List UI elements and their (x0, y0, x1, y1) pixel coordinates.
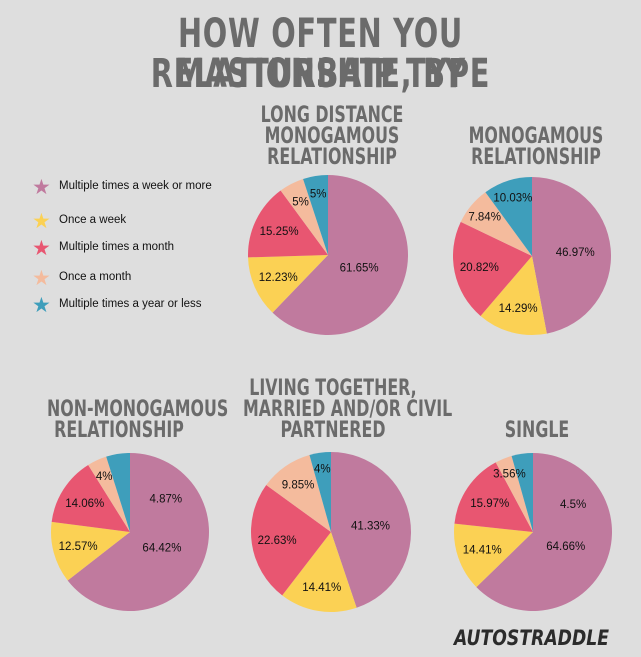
pie-chart-living-together: 41.33% 14.41% 22.63% 9.85% 4% (251, 452, 411, 612)
legend-label: Once a month (59, 271, 132, 283)
slice-label: 12.57% (59, 541, 98, 553)
legend-label: Multiple times a week or more (59, 180, 212, 192)
chart-title-line: PARTNERED (280, 418, 386, 443)
chart-title-line: RELATIONSHIP (54, 418, 184, 443)
slice-multiple-year (303, 175, 328, 255)
star-icon: ★ (32, 237, 51, 260)
slice-label: 5% (292, 197, 309, 209)
slice-once-month (280, 178, 328, 255)
slice-label: 9.85% (282, 480, 315, 492)
chart-title-monogamous: MONOGAMOUS RELATIONSHIP (464, 124, 608, 170)
pie-chart-long-distance: 61.65% 12.23% 15.25% 5%5% (248, 175, 408, 335)
star-icon: ★ (32, 267, 51, 290)
slice-label: 14.06% (65, 498, 104, 510)
slice-multiple-month (454, 462, 533, 532)
slice-label: 3.56% (493, 468, 526, 480)
legend-label: Multiple times a year or less (59, 298, 202, 310)
slice-multiple-week (532, 177, 611, 334)
chart-title-line: NON-MONOGAMOUS (47, 397, 229, 422)
chart-title-line: MONOGAMOUS (468, 124, 604, 149)
slice-multiple-year (106, 453, 130, 532)
slice-label: 4% (314, 464, 331, 476)
slice-label: 14.29% (499, 303, 538, 315)
slice-once-week (480, 256, 547, 335)
slice-multiple-month (453, 221, 532, 316)
chart-title-line: MARRIED AND/OR CIVIL (243, 397, 453, 422)
slice-label: 5% (310, 188, 327, 200)
slice-label: 20.82% (460, 262, 499, 274)
chart-title-line: SINGLE (504, 418, 570, 443)
slice-label: 61.65% (340, 263, 379, 275)
main-title-line-2: RELATIONSHIP TYPE (150, 51, 491, 97)
chart-title-line: LONG DISTANCE (260, 103, 404, 128)
slice-once-month (495, 455, 533, 532)
slice-label: 15.97% (470, 498, 509, 510)
slice-once-week (50, 521, 130, 581)
pie-chart-single: 64.66% 14.41% 15.97% 3.56% 4.5% (454, 453, 612, 611)
slice-label: 14.41% (463, 545, 502, 557)
slice-label: 41.33% (351, 521, 390, 533)
pie-chart-non-monogamous: 64.42% 12.57% 14.06% 4% 4.87% (50, 453, 209, 611)
main-title-line-1: HOW OFTEN YOU MASTURBATE, BY (175, 11, 466, 97)
slice-once-week (454, 523, 533, 588)
star-icon: ★ (32, 294, 51, 317)
slice-label: 46.97% (556, 247, 595, 259)
slice-label: 22.63% (258, 535, 297, 547)
autostraddle-logo: AUTOSTRADDLE (454, 625, 626, 651)
slice-label: 64.42% (142, 543, 181, 555)
chart-title-living-together: LIVING TOGETHER, MARRIED AND/OR CIVIL PA… (243, 376, 453, 443)
chart-title-non-monogamous: NON-MONOGAMOUS RELATIONSHIP (47, 397, 229, 443)
chart-title-line: MONOGAMOUS (264, 124, 400, 149)
slice-multiple-month (51, 464, 130, 532)
chart-title-long-distance: LONG DISTANCE MONOGAMOUS RELATIONSHIP (260, 103, 404, 170)
star-icon: ★ (32, 210, 51, 233)
chart-title-line: RELATIONSHIP (267, 145, 397, 170)
logo-text: AUTOSTRADDLE (454, 626, 609, 650)
slice-label: 12.23% (259, 272, 298, 284)
slice-multiple-week (272, 175, 408, 335)
slice-multiple-week (331, 452, 411, 608)
slice-label: 15.25% (260, 226, 299, 238)
pie-chart-monogamous: 46.97% 14.29% 20.82% 7.84% 10.03% (453, 177, 611, 335)
slice-label: 7.84% (468, 212, 501, 224)
slice-once-month (266, 454, 331, 532)
slice-multiple-week (476, 453, 612, 611)
slice-once-month (460, 192, 532, 256)
slice-label: 10.03% (493, 192, 532, 204)
chart-title-line: LIVING TOGETHER, (249, 376, 417, 401)
chart-title-line: RELATIONSHIP (471, 145, 601, 170)
star-icon: ★ (32, 176, 51, 199)
slice-label: 64.66% (546, 541, 585, 553)
legend-label: Multiple times a month (59, 241, 175, 253)
slice-multiple-year (511, 453, 533, 532)
legend-label: Once a week (59, 214, 127, 226)
slice-label: 4.5% (560, 499, 586, 511)
slice-multiple-year (309, 452, 331, 532)
slice-multiple-month (248, 190, 328, 258)
slice-label: 4% (96, 471, 113, 483)
slice-multiple-week (67, 453, 209, 611)
slice-once-week (248, 255, 328, 313)
slice-once-month (88, 456, 130, 532)
slice-once-week (282, 532, 357, 612)
slice-multiple-month (251, 485, 331, 596)
chart-title-single: SINGLE (465, 418, 609, 443)
slice-label: 4.87% (150, 494, 183, 506)
slice-label: 14.41% (302, 582, 341, 594)
slice-multiple-year (485, 177, 532, 256)
